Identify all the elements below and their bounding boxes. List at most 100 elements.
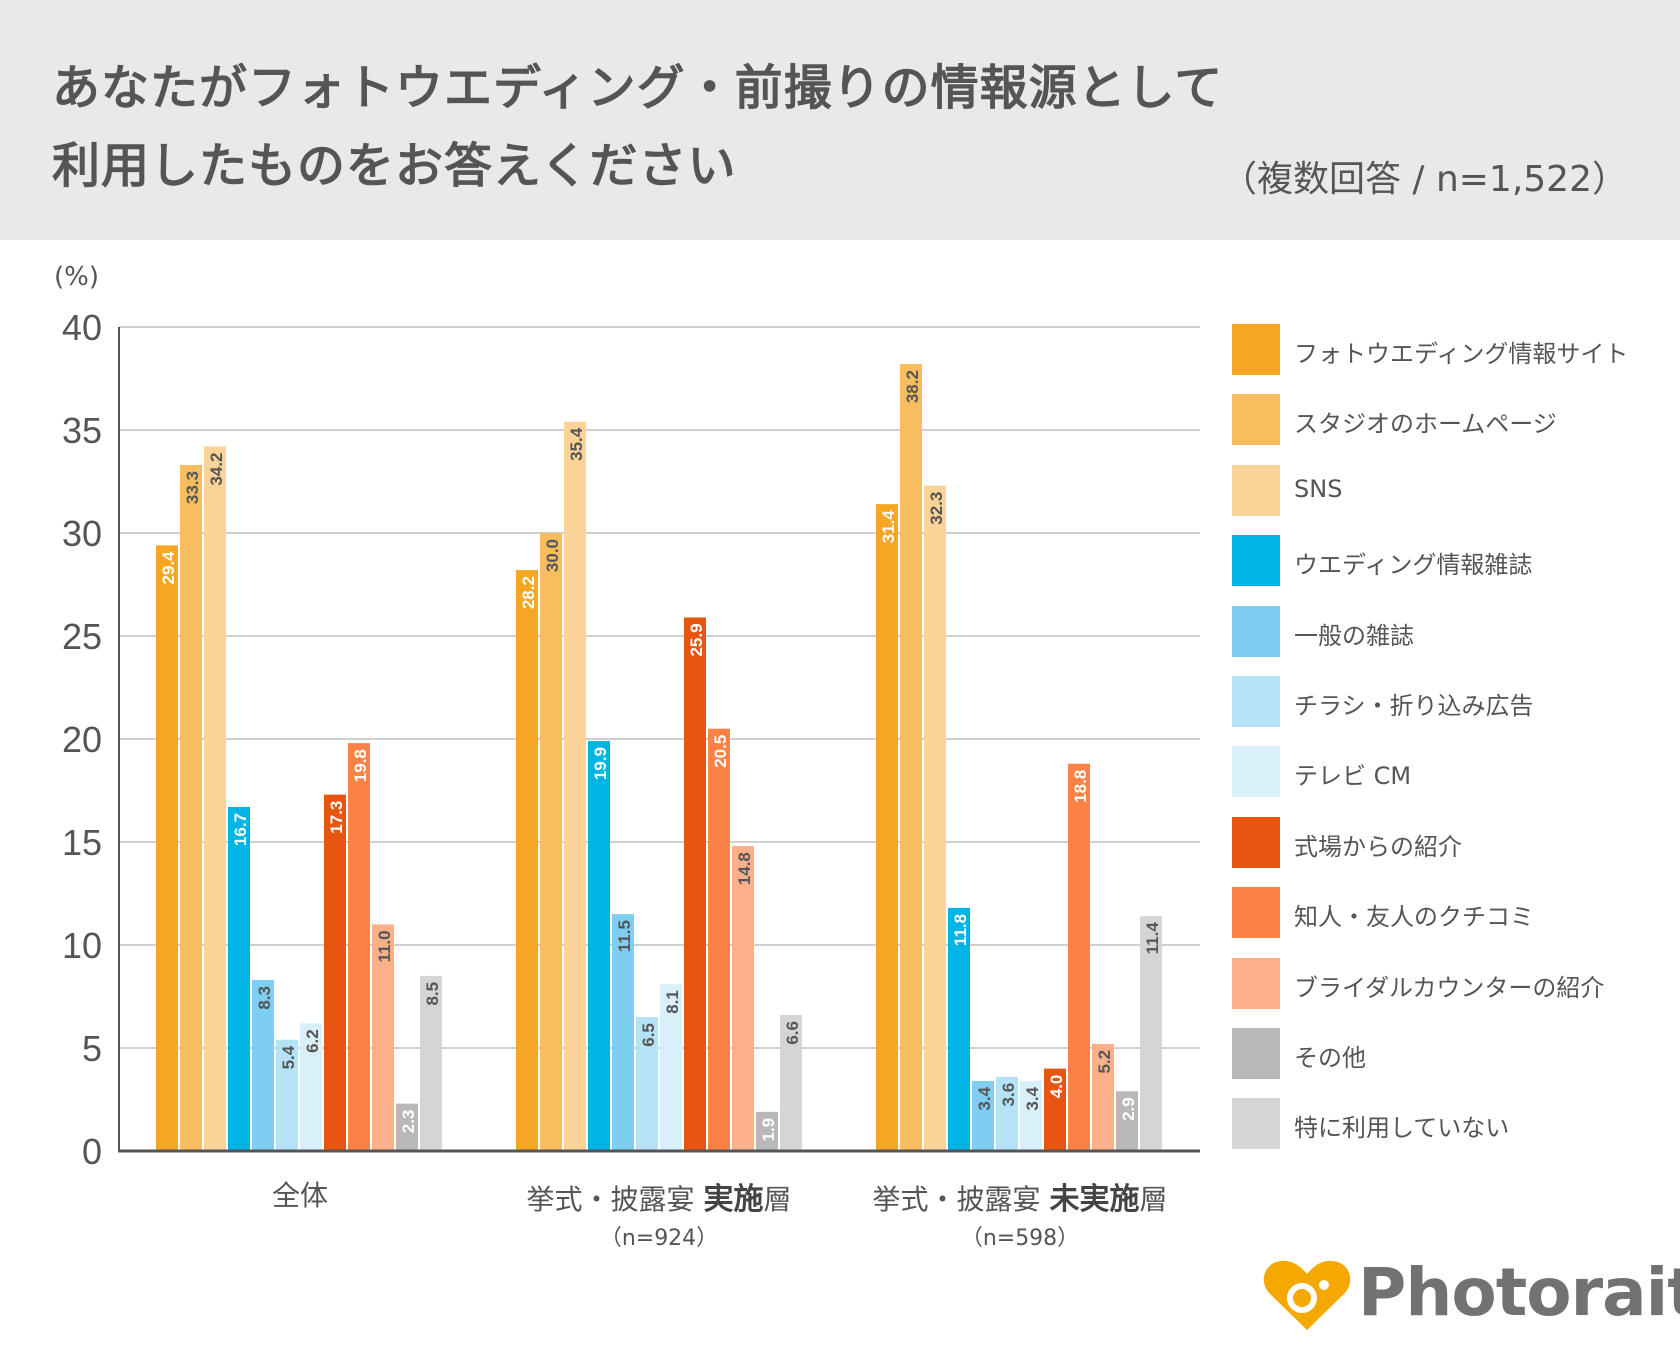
data-label: 2.3 xyxy=(399,1110,418,1134)
y-tick-label: 25 xyxy=(62,616,102,657)
legend-item: 知人・友人のクチコミ xyxy=(1232,887,1672,939)
legend-item: 特に利用していない xyxy=(1232,1098,1672,1150)
bar-7-group-1 xyxy=(300,1023,322,1151)
data-label: 5.2 xyxy=(1095,1050,1114,1074)
legend-swatch xyxy=(1232,324,1280,375)
data-label: 28.2 xyxy=(519,576,538,609)
category-bold: 未実施 xyxy=(1049,1182,1140,1217)
data-label: 19.9 xyxy=(591,747,610,780)
data-label: 8.1 xyxy=(663,990,682,1014)
bar-5-group-1 xyxy=(252,980,274,1151)
data-label: 29.4 xyxy=(159,551,178,585)
bar-8-group-1 xyxy=(324,794,346,1151)
y-tick-label: 20 xyxy=(62,719,102,760)
data-label: 34.2 xyxy=(207,452,226,485)
bar-7-group-3 xyxy=(1020,1080,1042,1151)
legend-item: テレビ CM xyxy=(1232,746,1672,798)
data-label: 6.5 xyxy=(639,1023,658,1047)
legend-item: その他 xyxy=(1232,1028,1672,1079)
legend-label: スタジオのホームページ xyxy=(1294,410,1557,439)
data-label: 19.8 xyxy=(351,749,370,782)
legend-swatch xyxy=(1232,676,1280,727)
legend-label: 知人・友人のクチコミ xyxy=(1294,903,1534,932)
subtitle: （複数回答 / n=1,522） xyxy=(1220,159,1628,200)
legend-item: ブライダルカウンターの紹介 xyxy=(1232,957,1672,1009)
bar-12-group-1 xyxy=(420,975,442,1151)
bar-6-group-2 xyxy=(636,1017,658,1151)
bar-9-group-2 xyxy=(708,728,730,1151)
header-band: あなたがフォトウエディング・前撮りの情報源として 利用したものをお答えください … xyxy=(0,0,1680,240)
data-label: 18.8 xyxy=(1071,770,1090,803)
y-tick-label: 15 xyxy=(62,822,102,863)
legend-item: チラシ・折り込み広告 xyxy=(1232,676,1672,727)
category-pre: 全体 xyxy=(271,1179,329,1212)
legend-swatch xyxy=(1232,1098,1280,1150)
data-label: 30.0 xyxy=(543,539,562,572)
legend-label: ウエディング情報雑誌 xyxy=(1294,551,1533,580)
legend-label: その他 xyxy=(1294,1044,1366,1072)
bar-8-group-2 xyxy=(684,617,706,1151)
data-label: 6.6 xyxy=(783,1021,802,1045)
legend-item: SNS xyxy=(1232,464,1672,516)
data-label: 1.9 xyxy=(759,1118,778,1142)
legend-swatch xyxy=(1232,394,1280,446)
bar-3-group-2 xyxy=(564,421,586,1151)
bar-4-group-3 xyxy=(948,907,970,1151)
bar-2-group-2 xyxy=(540,533,562,1151)
data-label: 38.2 xyxy=(903,370,922,403)
y-axis-unit: (%) xyxy=(54,262,99,292)
bar-1-group-2 xyxy=(516,570,538,1151)
bar-3-group-3 xyxy=(924,485,946,1151)
data-label: 11.5 xyxy=(615,920,634,952)
legend-label: 式場からの紹介 xyxy=(1294,832,1462,861)
bar-4-group-1 xyxy=(228,806,250,1151)
bar-2-group-3 xyxy=(900,364,922,1152)
category-post: 層 xyxy=(1139,1183,1168,1216)
legend-label: SNS xyxy=(1294,474,1343,503)
data-label: 16.7 xyxy=(231,813,250,846)
bar-10-group-3 xyxy=(1092,1043,1114,1151)
x-category-label: 全体 xyxy=(272,1174,328,1214)
bar-7-group-2 xyxy=(660,984,682,1151)
bar-9-group-3 xyxy=(1068,763,1090,1151)
bar-2-group-1 xyxy=(180,465,202,1151)
legend-item: 式場からの紹介 xyxy=(1232,816,1672,868)
title-line-1: あなたがフォトウエディング・前撮りの情報源として xyxy=(52,60,1224,116)
data-label: 3.4 xyxy=(975,1086,994,1110)
y-tick-label: 40 xyxy=(62,307,102,348)
bar-6-group-3 xyxy=(996,1076,1018,1151)
data-label: 20.5 xyxy=(711,735,730,768)
x-category-label: 挙式・披露宴 未実施層 xyxy=(873,1174,1168,1218)
bar-6-group-1 xyxy=(276,1039,298,1151)
data-label: 11.4 xyxy=(1143,922,1162,955)
legend-label: フォトウエディング情報サイト xyxy=(1294,340,1629,368)
y-tick-label: 10 xyxy=(62,925,102,966)
data-label: 3.6 xyxy=(999,1083,1018,1107)
data-label: 8.5 xyxy=(423,982,442,1006)
data-label: 17.3 xyxy=(327,801,346,834)
data-label: 6.2 xyxy=(303,1029,322,1053)
legend-item: 一般の雑誌 xyxy=(1232,605,1672,657)
bar-10-group-2 xyxy=(732,846,754,1151)
data-label: 33.3 xyxy=(183,471,202,504)
data-label: 4.0 xyxy=(1047,1075,1066,1099)
category-pre: 挙式・披露宴 xyxy=(526,1183,704,1216)
bar-11-group-1 xyxy=(396,1103,418,1151)
data-label: 31.4 xyxy=(879,510,898,544)
data-label: 25.9 xyxy=(687,623,706,656)
data-label: 3.4 xyxy=(1023,1086,1042,1110)
data-label: 11.8 xyxy=(951,914,970,946)
category-pre: 挙式・披露宴 xyxy=(872,1183,1050,1216)
category-bold: 実施 xyxy=(703,1182,764,1217)
legend-swatch xyxy=(1232,746,1280,798)
x-category-label: 挙式・披露宴 実施層 xyxy=(527,1174,792,1218)
bar-1-group-1 xyxy=(156,545,178,1151)
bar-4-group-2 xyxy=(588,741,610,1151)
bar-5-group-3 xyxy=(972,1080,994,1151)
bar-11-group-3 xyxy=(1116,1091,1138,1151)
legend-label: チラシ・折り込み広告 xyxy=(1294,692,1534,720)
y-tick-label: 30 xyxy=(62,513,102,554)
title-line-2: 利用したものをお答えください xyxy=(52,138,737,194)
bar-12-group-3 xyxy=(1140,916,1162,1151)
